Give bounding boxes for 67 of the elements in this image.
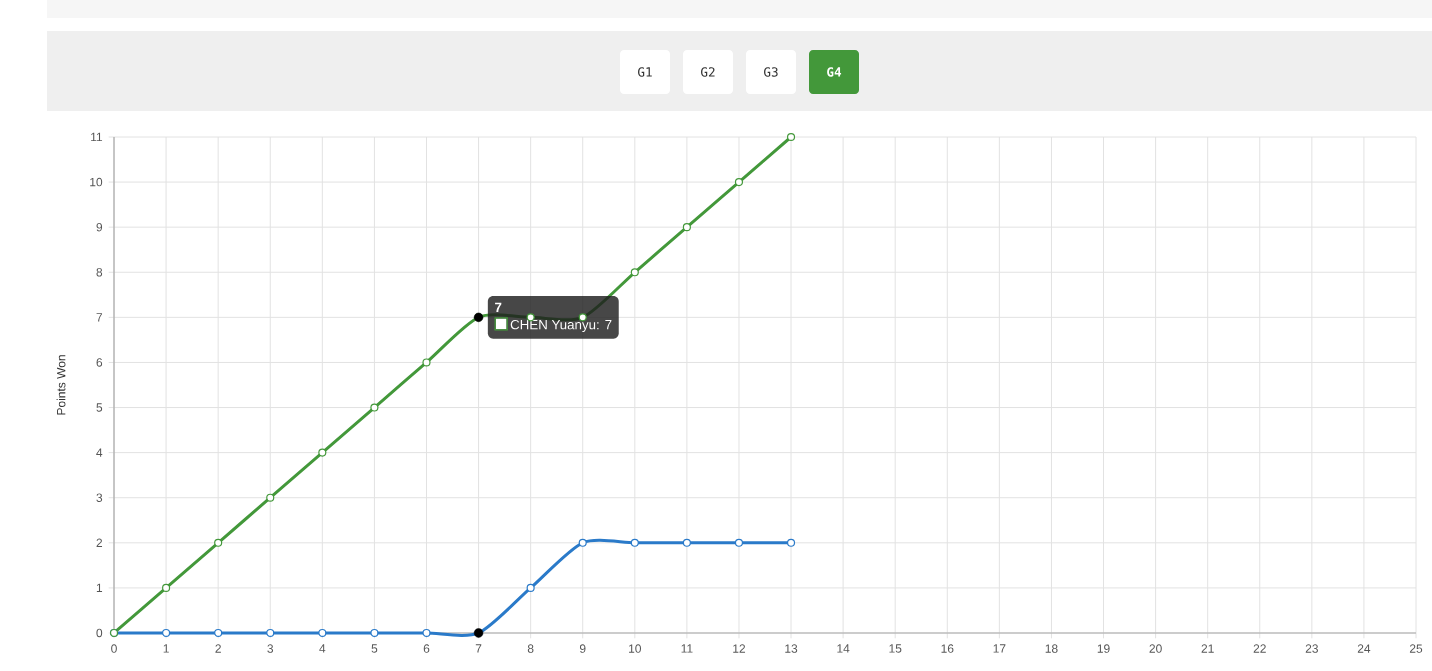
text: G4 [827, 67, 842, 77]
y-tick-label: 11 [91, 132, 103, 142]
x-tick-label: 20 [1149, 644, 1162, 653]
x-tick-label: 6 [423, 644, 430, 653]
point [734, 538, 744, 547]
point [214, 628, 223, 638]
point [578, 538, 587, 547]
x-tick-label: 8 [527, 644, 534, 653]
x-tick-label: 7 [475, 644, 482, 653]
point [682, 223, 691, 232]
annotation: 7 [495, 302, 502, 312]
point [318, 448, 327, 457]
text: G2 [701, 67, 715, 77]
annotation: CHEN Yuanyu: 7 [510, 319, 612, 332]
point [786, 538, 796, 547]
x-tick-label: 19 [1097, 644, 1110, 653]
x-tick-label: 2 [215, 644, 221, 653]
point [630, 268, 639, 277]
point [266, 493, 275, 502]
point [422, 358, 431, 367]
x-tick-label: 5 [371, 644, 378, 653]
y-tick-label: 3 [96, 493, 103, 502]
point [214, 538, 223, 547]
x-tick-label: 13 [785, 644, 798, 653]
x-tick-label: 17 [993, 644, 1006, 653]
x-tick-label: 21 [1201, 644, 1214, 653]
point [786, 132, 796, 142]
y-tick-label: 8 [96, 268, 103, 277]
y-tick-label: 0 [96, 628, 103, 638]
y-tick-label: 7 [96, 313, 103, 322]
point [370, 628, 379, 638]
x-tick-label: 3 [267, 644, 274, 653]
x-tick-label: 14 [837, 644, 850, 653]
y-tick-label: 5 [96, 403, 103, 412]
y-tick-label: 1 [96, 583, 103, 593]
x-tick-label: 0 [111, 644, 117, 653]
point [734, 178, 744, 187]
y-tick-label: 6 [96, 358, 103, 367]
y-tick-label: 10 [90, 177, 103, 187]
x-tick-label: 24 [1357, 644, 1371, 653]
x-tick-label: 10 [629, 644, 642, 653]
text: G3 [764, 67, 778, 77]
point [162, 583, 171, 592]
x-tick-label: 16 [941, 644, 954, 653]
point [422, 628, 431, 638]
y-tick-label: 4 [96, 448, 103, 457]
y-axis-title: Points Won [56, 355, 66, 415]
x-tick-label: 4 [319, 644, 326, 653]
text: G1 [638, 67, 652, 77]
point [318, 628, 327, 638]
x-tick-label: 9 [579, 644, 586, 653]
y-tick-label: 9 [96, 222, 103, 232]
x-tick-label: 1 [163, 644, 169, 653]
point [630, 538, 639, 547]
x-tick-label: 15 [889, 644, 902, 653]
point [526, 583, 535, 592]
x-tick-label: 23 [1305, 644, 1318, 653]
x-tick-label: 25 [1409, 644, 1423, 653]
x-tick-label: 12 [733, 644, 746, 653]
x-tick-label: 11 [681, 644, 693, 653]
x-tick-label: 18 [1045, 644, 1058, 653]
point [370, 403, 379, 412]
y-tick-label: 2 [96, 538, 103, 547]
x-tick-label: 22 [1253, 644, 1266, 653]
point [266, 628, 275, 638]
point [162, 628, 171, 638]
point [682, 538, 691, 547]
